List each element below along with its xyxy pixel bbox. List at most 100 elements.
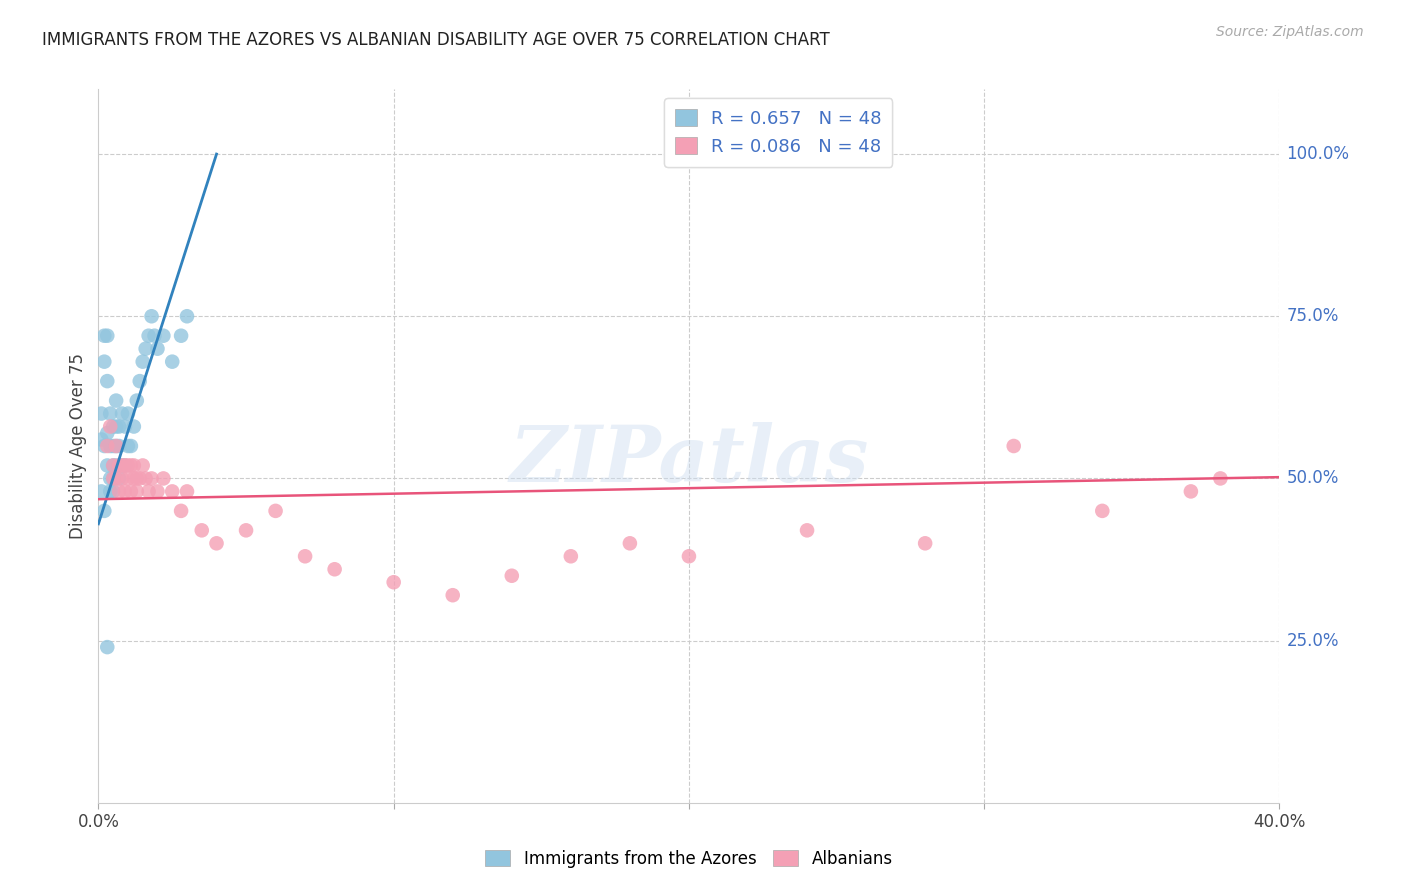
Point: [111, 458, 134, 473]
Point: [294, 549, 316, 564]
Point: [132, 354, 155, 368]
Point: [176, 484, 198, 499]
Point: [560, 549, 582, 564]
Point: [105, 419, 128, 434]
Legend: Immigrants from the Azores, Albanians: Immigrants from the Azores, Albanians: [478, 844, 900, 875]
Point: [120, 458, 142, 473]
Point: [914, 536, 936, 550]
Point: [141, 471, 163, 485]
Point: [90, 484, 112, 499]
Point: [138, 484, 160, 499]
Point: [103, 471, 125, 485]
Point: [93, 328, 115, 343]
Point: [146, 342, 169, 356]
Point: [796, 524, 818, 538]
Point: [111, 407, 134, 421]
Legend: R = 0.657   N = 48, R = 0.086   N = 48: R = 0.657 N = 48, R = 0.086 N = 48: [664, 98, 893, 167]
Point: [96, 439, 118, 453]
Point: [98, 471, 121, 485]
Point: [103, 458, 125, 473]
Point: [90, 433, 112, 447]
Point: [114, 458, 136, 473]
Y-axis label: Disability Age Over 75: Disability Age Over 75: [69, 353, 87, 539]
Point: [103, 439, 125, 453]
Point: [108, 439, 131, 453]
Text: Source: ZipAtlas.com: Source: ZipAtlas.com: [1216, 25, 1364, 39]
Point: [152, 471, 174, 485]
Point: [105, 439, 128, 453]
Point: [382, 575, 405, 590]
Point: [120, 484, 142, 499]
Point: [105, 471, 128, 485]
Point: [111, 458, 134, 473]
Point: [138, 328, 160, 343]
Point: [132, 458, 155, 473]
Point: [143, 328, 166, 343]
Point: [114, 458, 136, 473]
Point: [1002, 439, 1025, 453]
Point: [191, 524, 214, 538]
Point: [125, 484, 148, 499]
Text: 50.0%: 50.0%: [1286, 469, 1339, 487]
Point: [141, 310, 163, 324]
Point: [125, 393, 148, 408]
Point: [96, 425, 118, 440]
Point: [135, 342, 157, 356]
Text: 75.0%: 75.0%: [1286, 307, 1339, 326]
Point: [98, 407, 121, 421]
Point: [170, 328, 193, 343]
Point: [117, 407, 139, 421]
Point: [103, 458, 125, 473]
Text: 25.0%: 25.0%: [1286, 632, 1339, 649]
Point: [205, 536, 228, 550]
Point: [170, 504, 193, 518]
Point: [152, 328, 174, 343]
Point: [135, 471, 157, 485]
Point: [501, 568, 523, 582]
Point: [103, 471, 125, 485]
Point: [122, 419, 145, 434]
Point: [1091, 504, 1114, 518]
Point: [98, 419, 121, 434]
Point: [117, 439, 139, 453]
Point: [162, 354, 183, 368]
Point: [162, 484, 183, 499]
Point: [96, 328, 118, 343]
Point: [111, 471, 134, 485]
Point: [105, 393, 128, 408]
Point: [120, 439, 142, 453]
Point: [176, 310, 198, 324]
Point: [323, 562, 346, 576]
Point: [122, 471, 145, 485]
Point: [114, 419, 136, 434]
Point: [128, 471, 150, 485]
Point: [108, 419, 131, 434]
Point: [93, 439, 115, 453]
Point: [122, 458, 145, 473]
Point: [125, 471, 148, 485]
Point: [1209, 471, 1232, 485]
Point: [105, 458, 128, 473]
Point: [93, 504, 115, 518]
Point: [108, 484, 131, 499]
Point: [96, 374, 118, 388]
Point: [678, 549, 700, 564]
Point: [128, 374, 150, 388]
Point: [114, 484, 136, 499]
Point: [619, 536, 641, 550]
Point: [96, 458, 118, 473]
Point: [264, 504, 287, 518]
Text: ZIPatlas: ZIPatlas: [509, 422, 869, 499]
Point: [90, 407, 112, 421]
Point: [96, 640, 118, 654]
Point: [108, 458, 131, 473]
Text: IMMIGRANTS FROM THE AZORES VS ALBANIAN DISABILITY AGE OVER 75 CORRELATION CHART: IMMIGRANTS FROM THE AZORES VS ALBANIAN D…: [42, 31, 830, 49]
Point: [235, 524, 257, 538]
Text: 100.0%: 100.0%: [1286, 145, 1350, 163]
Point: [93, 354, 115, 368]
Point: [117, 471, 139, 485]
Point: [146, 484, 169, 499]
Point: [98, 484, 121, 499]
Point: [441, 588, 464, 602]
Point: [105, 439, 128, 453]
